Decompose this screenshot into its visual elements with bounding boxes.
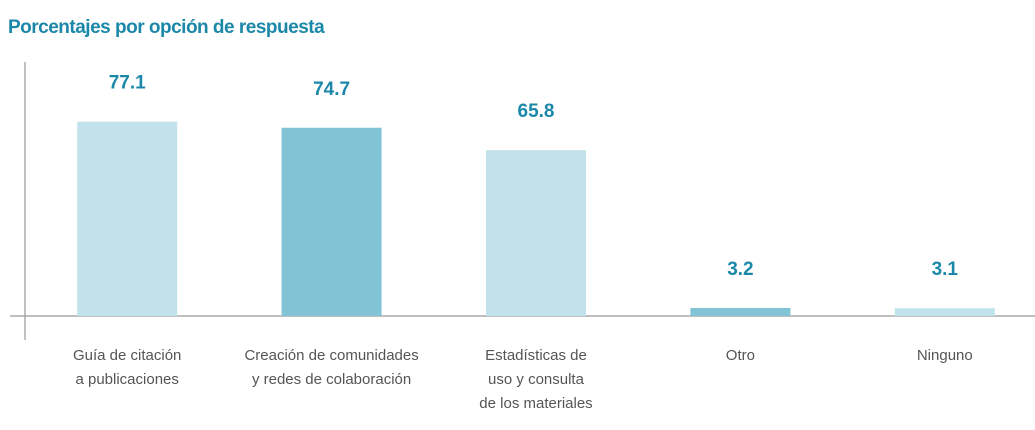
bar	[77, 121, 178, 316]
x-tick-label: uso y consulta	[488, 371, 585, 388]
value-label: 3.2	[727, 259, 753, 280]
bar	[281, 127, 382, 316]
bar	[486, 150, 586, 316]
x-tick-label: y redes de colaboración	[252, 371, 411, 388]
value-label: 65.8	[518, 101, 555, 122]
bar	[690, 307, 791, 316]
value-label: 74.7	[313, 79, 350, 100]
value-label: 3.1	[932, 259, 959, 280]
x-tick-label: Estadísticas de	[485, 347, 587, 364]
x-tick-label: Otro	[726, 347, 755, 364]
bar	[894, 308, 995, 316]
x-tick-label: de los materiales	[479, 395, 592, 412]
x-tick-label: Ninguno	[917, 347, 973, 364]
chart-title: Porcentajes por opción de respuesta	[8, 17, 325, 38]
x-tick-label: Guía de citación	[73, 347, 181, 364]
x-tick-label: a publicaciones	[75, 371, 178, 388]
x-tick-label: Creación de comunidades	[244, 347, 418, 364]
value-label: 77.1	[109, 73, 146, 94]
